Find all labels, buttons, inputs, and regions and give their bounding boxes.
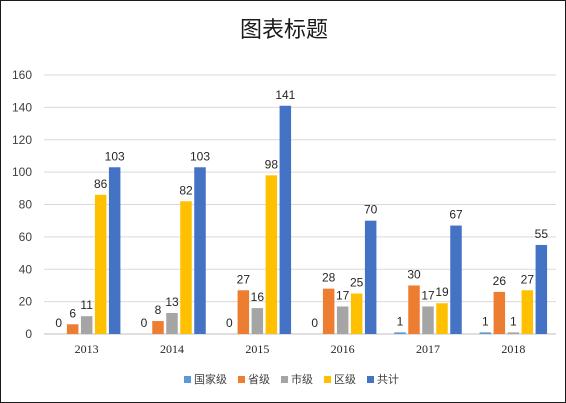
bar (422, 306, 434, 334)
bar (108, 167, 121, 334)
y-tick-label: 100 (12, 165, 32, 179)
bar (80, 316, 93, 334)
y-tick-label: 160 (12, 68, 32, 82)
data-label: 19 (435, 285, 449, 299)
bar (450, 225, 462, 334)
bar (94, 194, 107, 334)
bar (166, 312, 178, 334)
bar (394, 332, 406, 334)
data-label: 103 (105, 149, 125, 163)
legend-label: 共计 (377, 373, 399, 386)
legend-swatch (367, 376, 374, 383)
data-label: 25 (350, 276, 364, 290)
y-tick-label: 80 (19, 198, 33, 212)
y-tick-label: 0 (25, 327, 32, 341)
data-label: 28 (322, 271, 336, 285)
data-label: 27 (237, 272, 251, 286)
data-label: 30 (407, 267, 421, 281)
bar (336, 306, 349, 334)
data-label: 103 (190, 149, 210, 163)
y-axis-ticks: 0 20 40 60 80 100 120 140 160 (12, 68, 32, 341)
x-tick-label: 2017 (416, 342, 440, 356)
x-tick-label: 2018 (501, 342, 525, 356)
y-tick-label: 140 (12, 100, 32, 114)
legend-swatch (324, 376, 331, 383)
data-label: 6 (69, 306, 76, 320)
data-label: 1 (510, 314, 517, 328)
legend-label: 国家级 (194, 372, 227, 386)
bar (364, 220, 377, 334)
data-label: 16 (251, 290, 265, 304)
bar (535, 244, 548, 334)
bars (66, 105, 548, 334)
y-tick-label: 20 (19, 295, 33, 309)
data-label: 26 (493, 274, 507, 288)
data-label: 70 (364, 203, 378, 217)
data-label: 17 (421, 288, 435, 302)
data-label: 67 (449, 208, 463, 222)
data-label: 8 (155, 303, 162, 317)
bar (279, 105, 292, 334)
bar (408, 285, 420, 334)
bar (521, 290, 534, 334)
data-label: 27 (521, 272, 535, 286)
bar (350, 293, 363, 334)
x-tick-label: 2013 (75, 342, 99, 356)
legend-label: 市级 (291, 372, 313, 386)
x-tick-label: 2015 (245, 342, 269, 356)
x-tick-label: 2014 (160, 342, 184, 356)
y-tick-label: 120 (12, 133, 32, 147)
chart-title: 图表标题 (240, 18, 328, 43)
data-label: 13 (165, 295, 179, 309)
data-label: 0 (226, 316, 233, 330)
bar (251, 308, 264, 334)
data-label: 0 (141, 316, 148, 330)
bar (66, 324, 79, 334)
data-label: 86 (94, 177, 108, 191)
bar (237, 290, 250, 334)
legend-label: 省级 (248, 373, 270, 386)
bar (493, 291, 506, 334)
data-label: 17 (336, 288, 350, 302)
data-labels: 0611861030813821030271698141028172570130… (55, 88, 548, 330)
bar (180, 201, 192, 334)
data-label: 0 (311, 316, 318, 330)
data-label: 11 (80, 298, 93, 312)
legend-swatch (238, 376, 245, 383)
y-tick-label: 40 (19, 262, 33, 276)
bar (436, 303, 448, 334)
legend: 国家级 省级 市级 区级 共计 (184, 372, 399, 386)
legend-swatch (184, 376, 191, 383)
bar (152, 321, 164, 334)
data-label: 1 (482, 314, 489, 328)
data-label: 98 (265, 157, 279, 171)
data-label: 0 (55, 316, 62, 330)
data-label: 82 (179, 183, 193, 197)
x-axis-ticks: 2013 2014 2015 2016 2017 2018 (75, 342, 526, 356)
data-label: 55 (535, 227, 549, 241)
gridlines (44, 74, 556, 335)
y-tick-label: 60 (19, 230, 33, 244)
data-label: 1 (397, 314, 404, 328)
x-tick-label: 2016 (331, 342, 355, 356)
bar (507, 332, 520, 334)
bar (194, 167, 206, 334)
data-label: 141 (275, 88, 295, 102)
bar (322, 288, 335, 334)
legend-swatch (281, 376, 288, 383)
bar (479, 332, 492, 334)
bar (265, 175, 278, 334)
legend-label: 区级 (334, 373, 356, 386)
